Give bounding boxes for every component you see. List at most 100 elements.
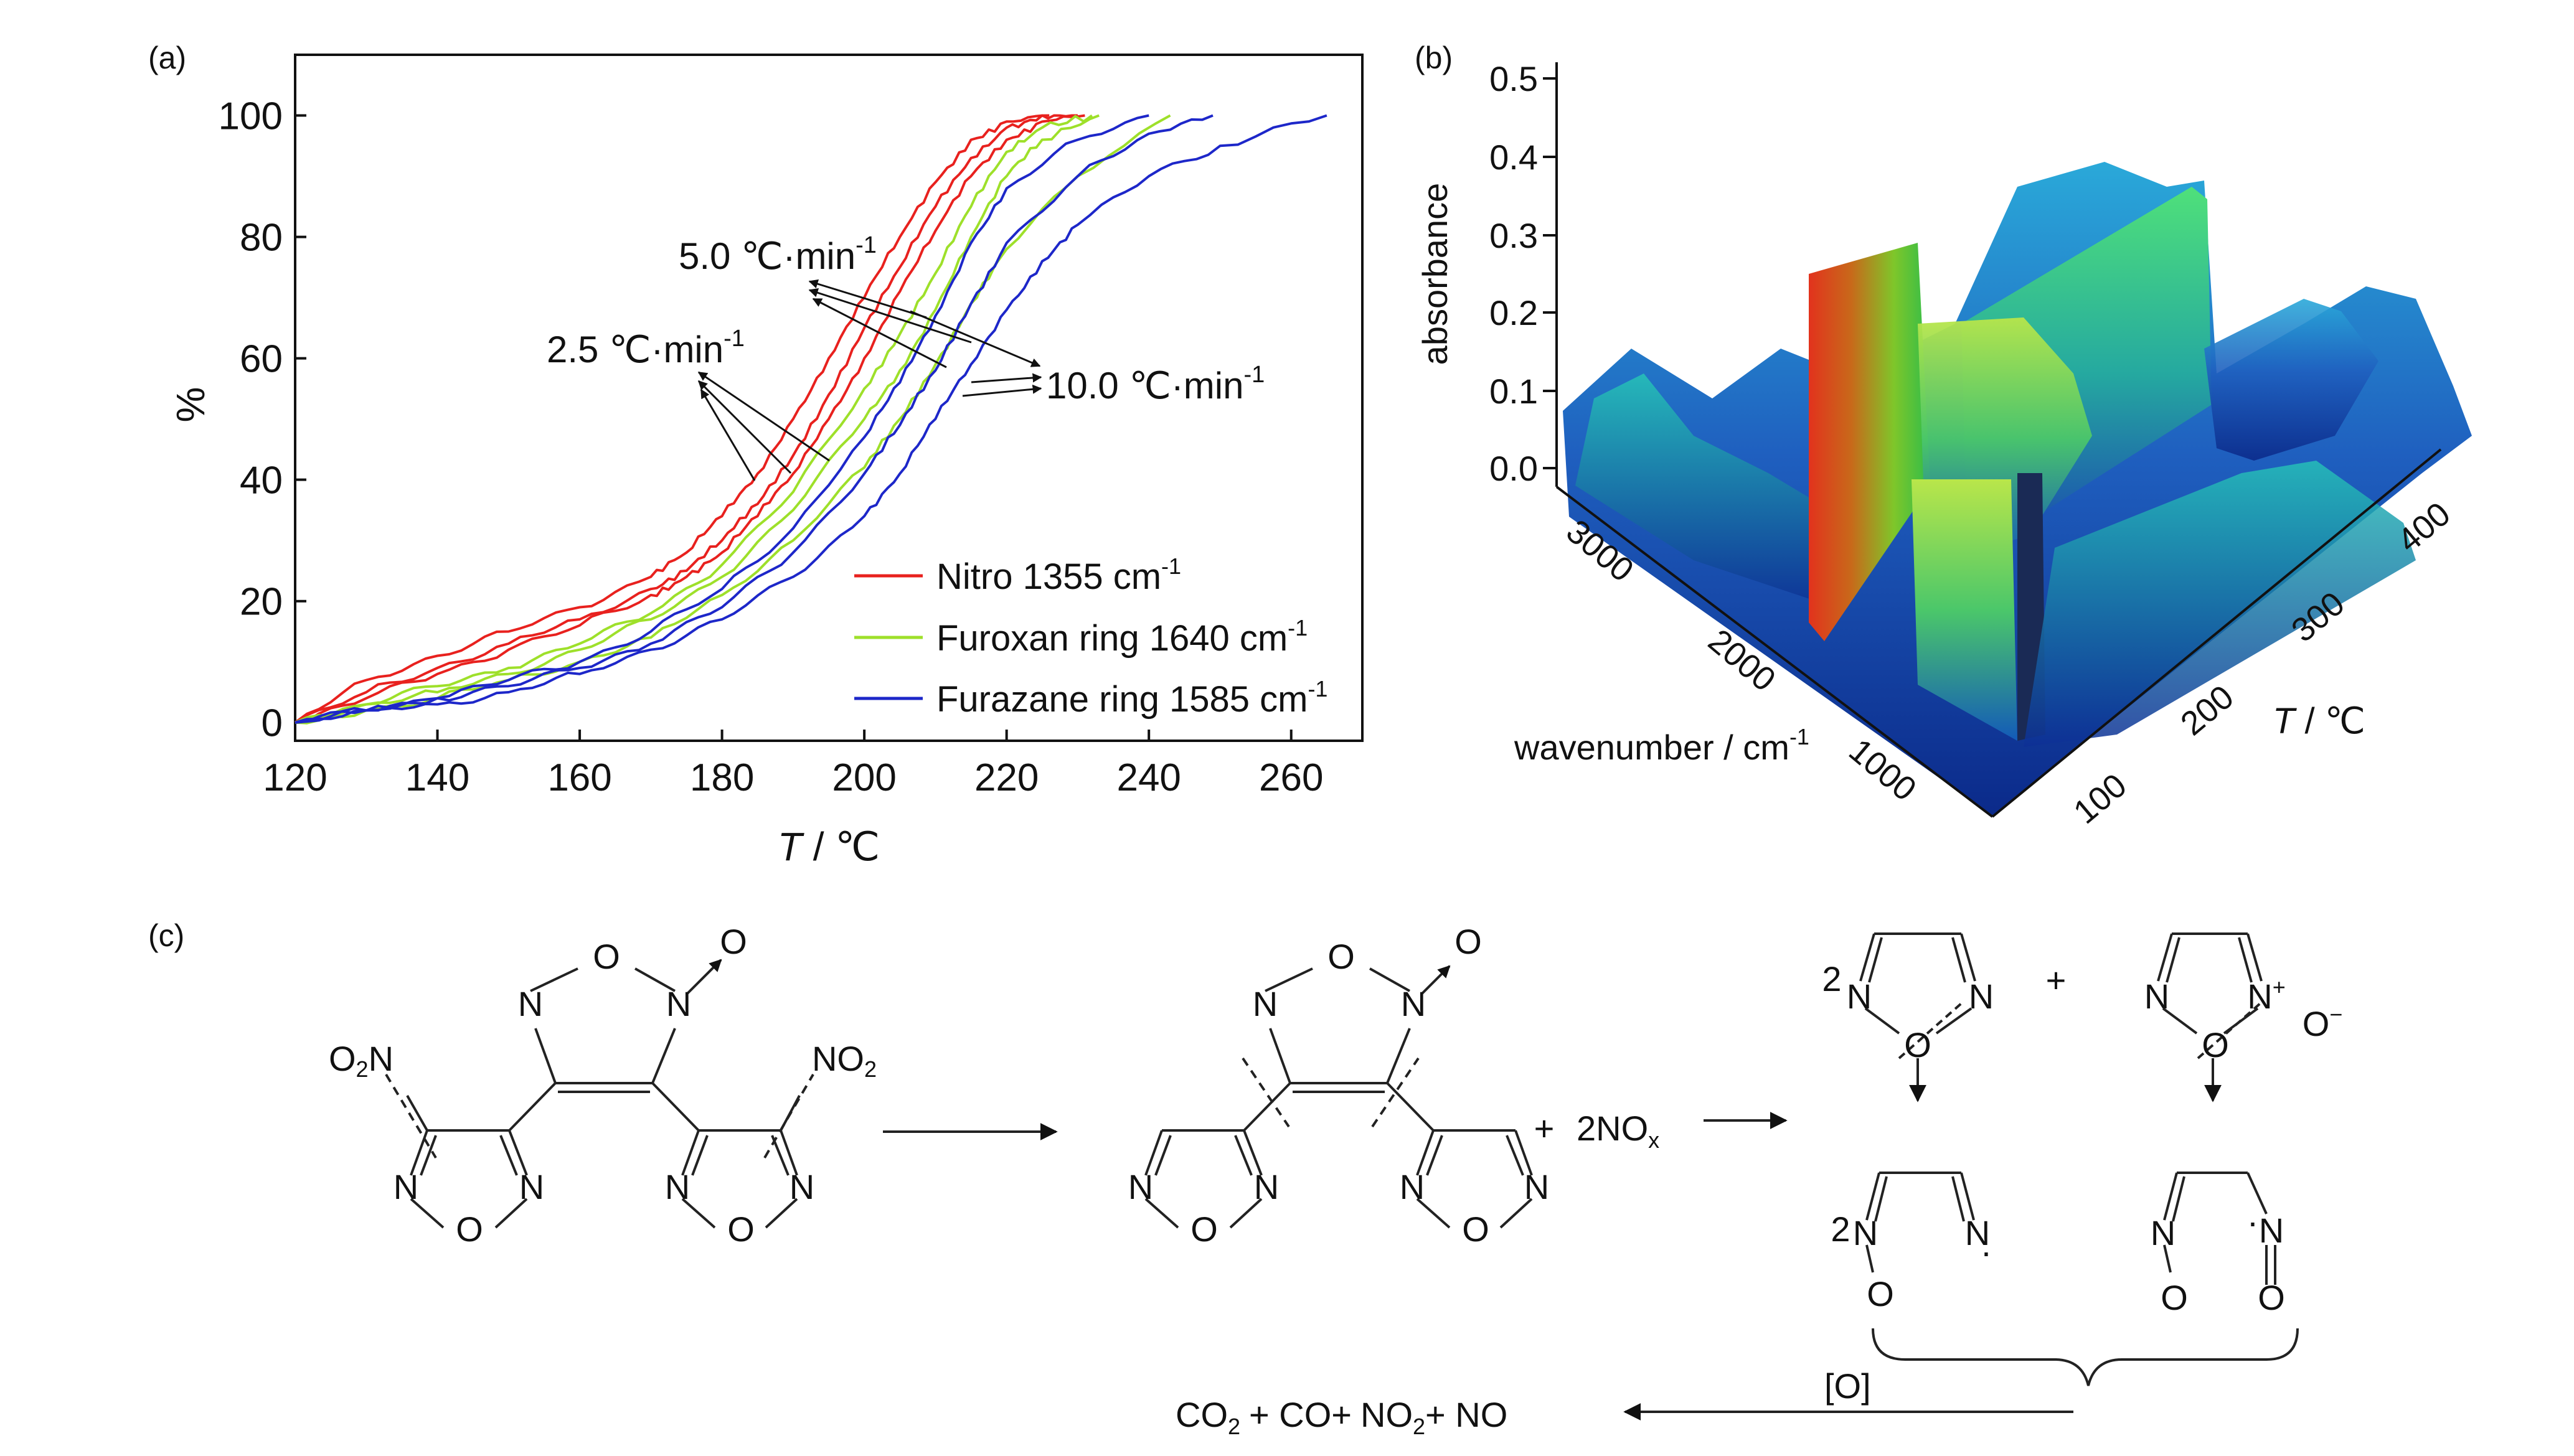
x-tick-label: 160: [547, 756, 611, 799]
atom-n-plus: N+: [2247, 974, 2285, 1016]
x-tick-label: 240: [1116, 756, 1181, 799]
annotation-5-0: 5.0 ℃·min-1: [679, 232, 877, 277]
x-axis-label: T / ℃: [778, 824, 880, 869]
atom-n: N: [518, 984, 543, 1023]
y-tick-label: 40: [240, 459, 283, 502]
atom-o: O: [1462, 1209, 1489, 1249]
stoich-coefficient: 2: [1822, 959, 1841, 998]
plus-sign: +: [1534, 1109, 1555, 1148]
y-tick-label: 20: [240, 581, 283, 624]
atom-o: O: [720, 922, 747, 961]
radical-dot: ·: [1981, 1232, 1992, 1271]
series-line-furazane-5-0: [295, 114, 1214, 724]
panel-b-label: (b): [1415, 40, 1453, 75]
atom-n: N: [1969, 977, 1994, 1016]
y-tick-label: 100: [219, 95, 283, 138]
legend: Nitro 1355 cm-1 Furoxan ring 1640 cm-1 F…: [854, 553, 1327, 720]
atom-n: N: [1401, 984, 1426, 1023]
legend-label-nitro: Nitro 1355 cm-1: [936, 553, 1181, 597]
wavenumber-axis-label: wavenumber / cm-1: [1514, 724, 1809, 767]
y-tick-label: 80: [240, 217, 283, 260]
plus-sign: +: [2046, 960, 2067, 1000]
atom-n: N: [1400, 1167, 1425, 1206]
temperature-tick-label: 100: [2067, 766, 2134, 831]
z-axis-ticks: [1543, 77, 1557, 469]
panel-a: (a) 120 140 160 180 200 220 240 260 0 20 40 60 80 100…: [148, 40, 1364, 869]
x-tick-label: 180: [690, 756, 754, 799]
annotation-10-0: 10.0 ℃·min-1: [1046, 362, 1265, 406]
z-tick-label: 0.0: [1489, 449, 1538, 488]
radical-dot: ·: [2247, 1202, 2259, 1241]
surface-base-axes: [1555, 448, 2442, 818]
x-tick-label: 260: [1259, 756, 1323, 799]
axis-ticks: 120 140 160 180 200 220 240 260 0 20 40 60 80 100: [219, 95, 1324, 799]
series-line-nitro-2-5: [294, 114, 1050, 724]
atom-n: N: [665, 1167, 690, 1206]
panel-c-label: (c): [148, 918, 184, 953]
x-tick-label: 120: [263, 756, 327, 799]
z-axis-label: absorbance: [1415, 183, 1454, 365]
panel-a-label: (a): [148, 40, 186, 75]
series-line-nitro-10-0: [295, 114, 1085, 724]
legend-label-furoxan: Furoxan ring 1640 cm-1: [936, 615, 1308, 659]
atom-n: N: [519, 1167, 544, 1206]
panel-b: (b) 0.0 0.1 0.2 0.3 0.4 0.5 absorbance: [1415, 40, 2472, 831]
atom-n: N: [2259, 1211, 2284, 1250]
atom-n: N: [2151, 1213, 2176, 1252]
atom-o: O: [2161, 1278, 2188, 1317]
atom-n: N: [1965, 1213, 1990, 1252]
oxidation-label: [O]: [1824, 1366, 1871, 1406]
atom-n: N: [666, 984, 691, 1023]
series-line-furazane-10-0: [295, 114, 1327, 724]
z-tick-label: 0.2: [1489, 293, 1538, 332]
surface-plot: [1563, 162, 2472, 815]
atom-o-minus: O−: [2303, 1002, 2343, 1043]
atom-n: N: [1253, 984, 1278, 1023]
atom-n: N: [2144, 977, 2169, 1016]
y-tick-label: 60: [240, 338, 283, 381]
molecule-intermediate: O N N O N N O N N O: [1128, 922, 1549, 1249]
series-line-furazane-2-5: [295, 114, 1149, 724]
rate-annotations: 2.5 ℃·min-1 5.0 ℃·min-1 10.0 ℃·min-1: [547, 232, 1265, 481]
nitro-group-left: O2N: [329, 1039, 394, 1082]
atom-o: O: [593, 937, 620, 976]
series-line-furoxan-2-5: [295, 114, 1093, 725]
plot-frame: [294, 54, 1364, 742]
atom-o: O: [2258, 1278, 2285, 1317]
fragment-1: 2 N N O 2 N N · O: [1822, 932, 1994, 1313]
z-tick-label: 0.3: [1489, 216, 1538, 255]
fragment-2: N N+ O O− N N · O O: [2144, 932, 2343, 1317]
x-tick-label: 200: [832, 756, 896, 799]
panel-c: (c) O N N O O2N NO2: [148, 918, 2342, 1439]
atom-n: N: [394, 1167, 418, 1206]
atom-o: O: [1190, 1209, 1218, 1249]
y-axis-label: %: [168, 387, 213, 423]
atom-o: O: [1454, 922, 1482, 961]
grouping-brace: [1872, 1328, 2299, 1386]
y-tick-label: 0: [262, 702, 283, 745]
atom-n: N: [1254, 1167, 1279, 1206]
series-line-furoxan-5-0: [295, 114, 1100, 724]
legend-label-furazane: Furazane ring 1585 cm-1: [936, 676, 1327, 720]
temperature-axis-label: T / ℃: [2273, 701, 2365, 741]
atom-o: O: [456, 1209, 483, 1249]
series-line-nitro-5-0: [294, 114, 1078, 724]
final-products: CO2 + CO+ NO2+ NO: [1176, 1395, 1507, 1439]
z-tick-label: 0.1: [1489, 372, 1538, 411]
atom-n: N: [1847, 977, 1872, 1016]
atom-n: N: [1853, 1213, 1878, 1252]
z-tick-label: 0.4: [1489, 138, 1538, 177]
nitro-group-right: NO2: [812, 1039, 877, 1082]
stoich-coefficient: 2: [1831, 1209, 1850, 1249]
x-tick-label: 220: [974, 756, 1039, 799]
series-lines: [294, 114, 1327, 725]
x-tick-label: 140: [405, 756, 469, 799]
z-tick-label: 0.5: [1489, 59, 1538, 98]
atom-n: N: [790, 1167, 814, 1206]
atom-o: O: [1867, 1274, 1894, 1313]
nox-byproduct: 2NOx: [1577, 1109, 1659, 1153]
molecule-starting: O N N O O2N NO2 N N O N N O: [329, 922, 877, 1249]
annotation-2-5: 2.5 ℃·min-1: [547, 326, 745, 370]
atom-n: N: [1524, 1167, 1549, 1206]
